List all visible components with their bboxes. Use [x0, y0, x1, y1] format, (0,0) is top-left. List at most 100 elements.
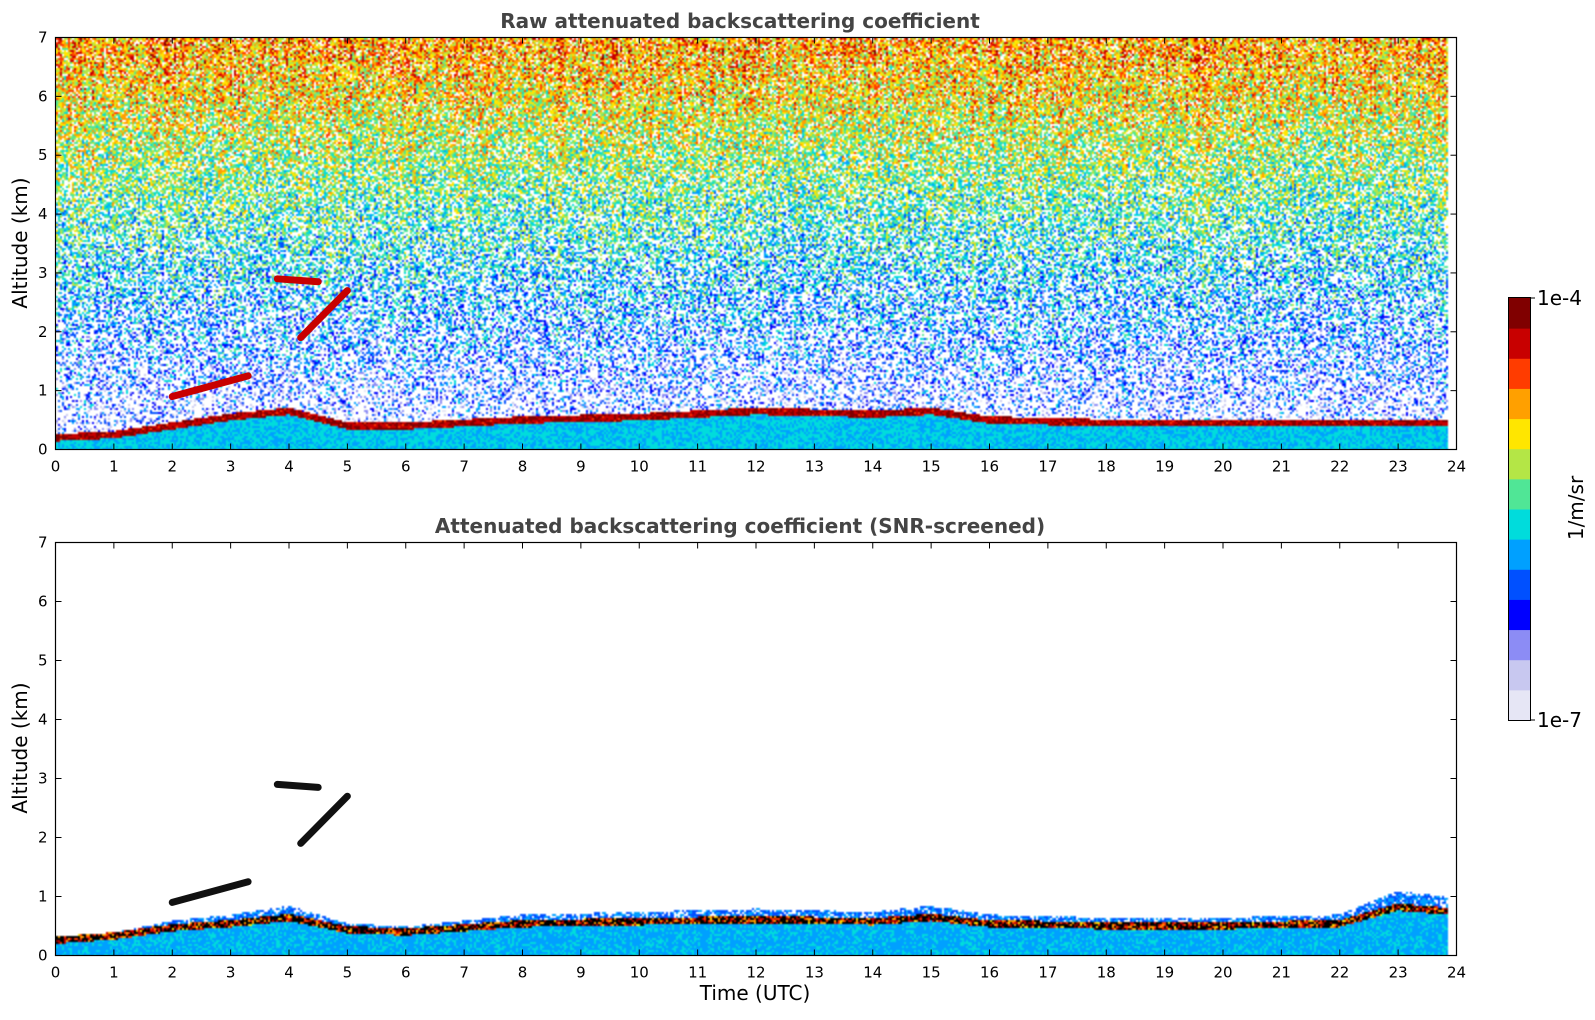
x-tick-label: 2	[167, 964, 177, 982]
colorbar-frame	[1508, 297, 1531, 721]
x-tick-label: 7	[459, 458, 469, 476]
elevated-layer-2	[297, 287, 351, 342]
elevated-layer-0	[168, 878, 252, 906]
x-tick-label: 12	[746, 964, 765, 982]
x-tick-label: 18	[1097, 964, 1116, 982]
colorbar-band	[1509, 328, 1530, 359]
x-tick-label: 24	[1447, 458, 1466, 476]
x-tick-label: 9	[576, 964, 586, 982]
x-tick-label: 3	[226, 964, 236, 982]
x-tick-label: 11	[688, 964, 707, 982]
x-tick-label: 13	[805, 964, 824, 982]
x-tick-label: 4	[284, 964, 294, 982]
x-tick-label: 23	[1389, 964, 1408, 982]
screened-y-axis: 0 1 2 3 4 5 6 7	[38, 534, 1457, 965]
x-tick-label: 16	[980, 458, 999, 476]
raw-y-axis: 0 1 2 3 4 5 6 7	[38, 29, 1457, 459]
raw-backscatter-panel: Raw attenuated backscattering coefficien…	[8, 9, 1466, 476]
x-tick-label: 10	[630, 964, 649, 982]
colorbar-band	[1509, 539, 1530, 570]
x-tick-label: 6	[401, 458, 411, 476]
raw-x-axis: 0 1 2 3 4 5 6 7 8 9 10 11 12 13 14 15 16 17 18 19 20 21 22 23 24	[51, 37, 1466, 476]
raw-panel-title: Raw attenuated backscattering coefficien…	[500, 9, 980, 33]
x-tick-label: 7	[459, 964, 469, 982]
y-tick-label: 7	[38, 29, 48, 47]
elevated-layer-0	[168, 372, 252, 401]
x-tick-label: 10	[630, 458, 649, 476]
x-tick-label: 16	[980, 964, 999, 982]
x-tick-label: 12	[746, 458, 765, 476]
y-tick-label: 6	[38, 87, 48, 105]
x-tick-label: 19	[1155, 458, 1174, 476]
x-tick-label: 17	[1038, 458, 1057, 476]
x-tick-label: 23	[1389, 458, 1408, 476]
colorbar-max-label: 1e-4	[1537, 286, 1582, 310]
screened-y-axis-label: Altitude (km)	[8, 682, 32, 813]
screened-elevated-layers	[168, 780, 351, 906]
colorbar-unit-label: 1/m/sr	[1564, 475, 1588, 540]
x-tick-label: 4	[284, 458, 294, 476]
x-tick-label: 14	[863, 964, 882, 982]
screened-panel-title: Attenuated backscattering coefficient (S…	[435, 514, 1045, 538]
x-tick-label: 13	[805, 458, 824, 476]
x-tick-label: 2	[167, 458, 177, 476]
raw-y-axis-label: Altitude (km)	[8, 177, 32, 308]
y-tick-label: 1	[38, 382, 48, 400]
x-tick-label: 21	[1272, 964, 1291, 982]
screened-x-axis: 0 1 2 3 4 5 6 7 8 9 10 11 12 13 14 15 16 17 18 19 20 21 22 23 24	[51, 542, 1466, 982]
colorbar-band	[1509, 298, 1530, 329]
colorbar-band	[1509, 418, 1530, 450]
colorbar-min-label: 1e-7	[1537, 708, 1582, 732]
x-tick-label: 24	[1447, 964, 1466, 982]
x-tick-label: 6	[401, 964, 411, 982]
colorbar-band	[1509, 569, 1530, 600]
colorbar: 1e-4 1e-7 1/m/sr	[1508, 286, 1588, 732]
x-tick-label: 21	[1272, 458, 1291, 476]
y-tick-label: 3	[38, 264, 48, 282]
x-tick-label: 8	[518, 964, 528, 982]
colorbar-band	[1509, 478, 1530, 510]
x-tick-label: 17	[1038, 964, 1057, 982]
x-tick-label: 8	[518, 458, 528, 476]
x-tick-label: 1	[109, 458, 119, 476]
y-tick-label: 4	[38, 711, 48, 729]
y-tick-label: 7	[38, 534, 48, 552]
elevated-layer-2	[297, 792, 351, 847]
x-tick-label: 11	[688, 458, 707, 476]
x-tick-label: 14	[863, 458, 882, 476]
x-tick-label: 18	[1097, 458, 1116, 476]
x-tick-label: 1	[109, 964, 119, 982]
elevated-layer-1	[273, 780, 322, 791]
colorbar-gradient	[1509, 298, 1530, 721]
screened-backscatter-panel: Attenuated backscattering coefficient (S…	[8, 514, 1466, 1005]
x-tick-label: 20	[1213, 458, 1232, 476]
x-tick-label: 5	[343, 458, 353, 476]
x-tick-label: 0	[51, 964, 61, 982]
y-tick-label: 1	[38, 888, 48, 906]
elevated-layer-1	[273, 275, 322, 286]
y-tick-label: 2	[38, 829, 48, 847]
colorbar-band	[1509, 689, 1530, 721]
colorbar-band	[1509, 659, 1530, 691]
y-tick-label: 6	[38, 593, 48, 611]
x-axis-label: Time (UTC)	[699, 981, 811, 1005]
colorbar-band	[1509, 388, 1530, 420]
x-tick-label: 9	[576, 458, 586, 476]
y-tick-label: 5	[38, 652, 48, 670]
colorbar-band	[1509, 509, 1530, 540]
x-tick-label: 19	[1155, 964, 1174, 982]
x-tick-label: 20	[1213, 964, 1232, 982]
y-tick-label: 3	[38, 770, 48, 788]
y-tick-label: 2	[38, 323, 48, 341]
colorbar-band	[1509, 599, 1530, 631]
colorbar-band	[1509, 358, 1530, 389]
screened-heatmap-area	[56, 543, 1456, 956]
x-tick-label: 22	[1330, 964, 1349, 982]
x-tick-label: 0	[51, 458, 61, 476]
x-tick-label: 3	[226, 458, 236, 476]
y-tick-label: 0	[38, 947, 48, 965]
y-tick-label: 0	[38, 441, 48, 459]
x-tick-label: 15	[922, 964, 941, 982]
raw-elevated-layers	[168, 275, 351, 401]
